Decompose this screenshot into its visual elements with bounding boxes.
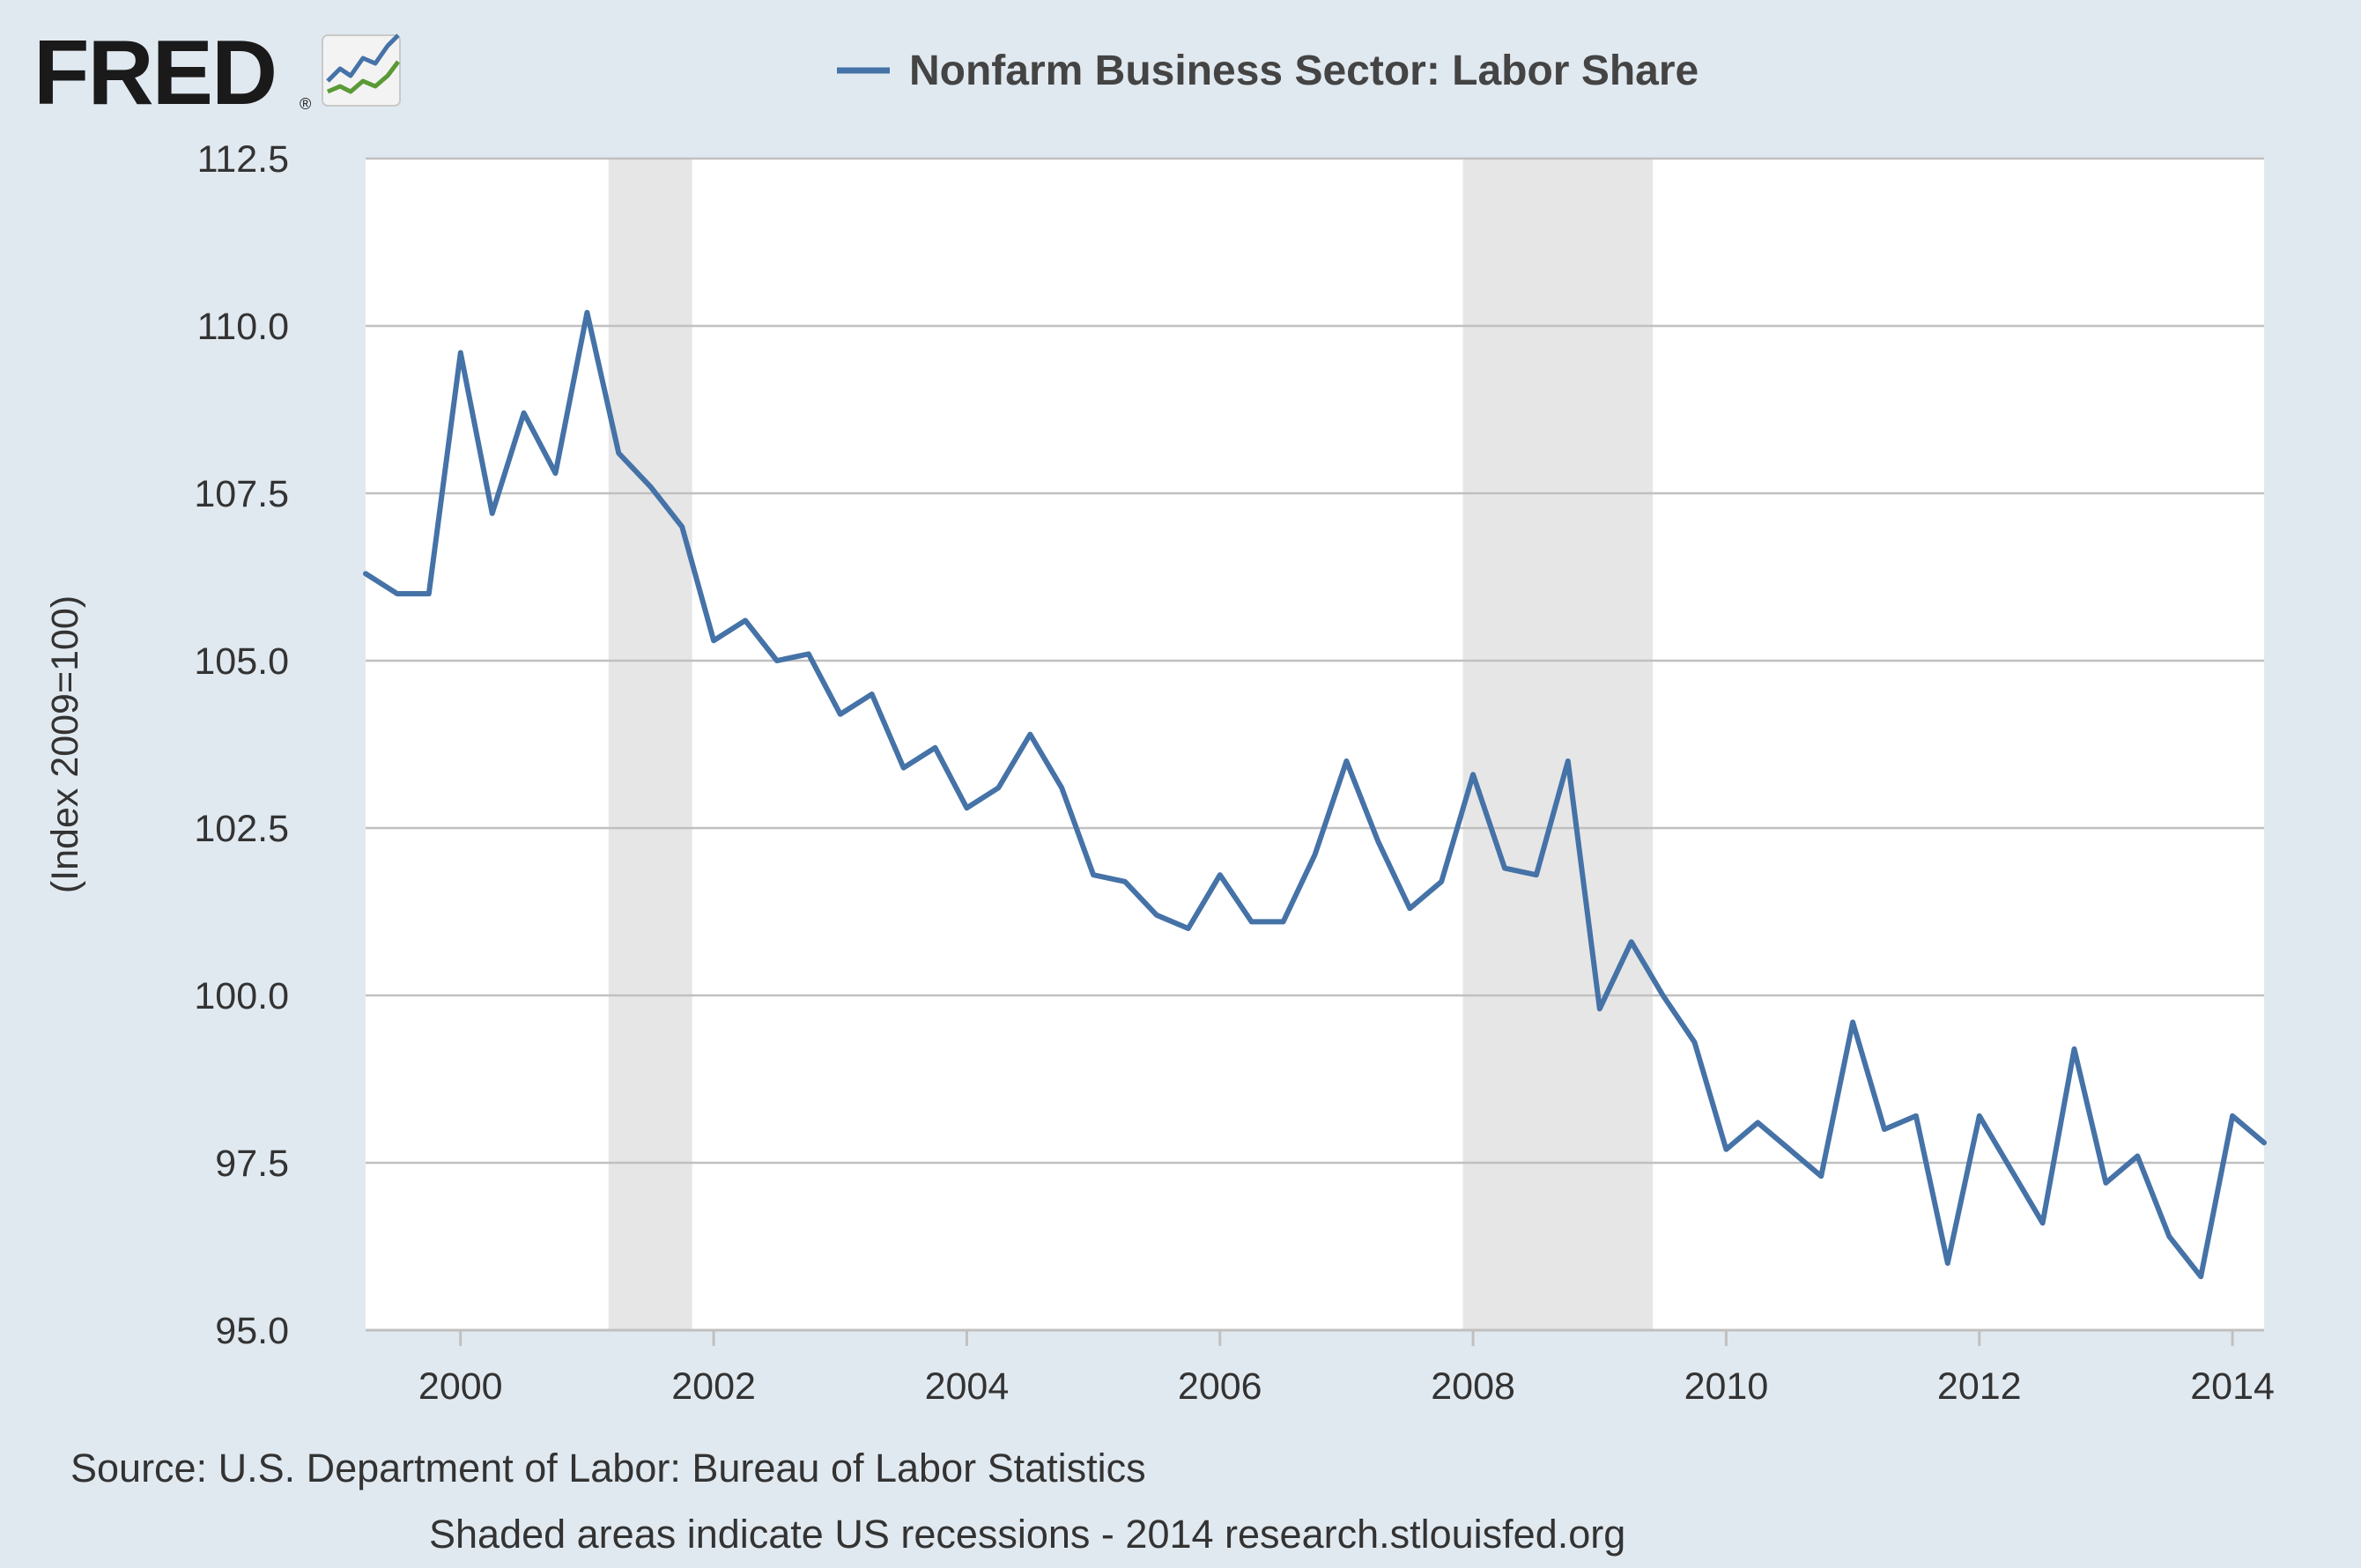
gridlines [366, 157, 2264, 1332]
data-point[interactable] [743, 618, 748, 623]
data-point[interactable] [458, 350, 463, 355]
data-point[interactable] [774, 658, 780, 663]
data-point[interactable] [1882, 1127, 1887, 1132]
data-point[interactable] [522, 410, 527, 416]
y-tick-label: 107.5 [194, 473, 289, 515]
data-point[interactable] [1565, 758, 1571, 764]
y-tick-label: 110.0 [197, 306, 289, 348]
data-point[interactable] [648, 484, 653, 489]
data-point[interactable] [1154, 913, 1159, 918]
data-point[interactable] [1186, 926, 1191, 931]
y-tick-label: 102.5 [194, 808, 289, 850]
data-point[interactable] [1059, 785, 1064, 790]
data-point[interactable] [1375, 839, 1380, 844]
data-point[interactable] [1755, 1120, 1760, 1125]
data-point[interactable] [901, 766, 907, 771]
data-point[interactable] [616, 450, 621, 455]
data-point[interactable] [1850, 1019, 1855, 1024]
recession-note[interactable]: Shaded areas indicate US recessions - 20… [429, 1512, 1625, 1557]
x-tick-label: 2002 [671, 1365, 756, 1408]
data-point[interactable] [2040, 1220, 2046, 1225]
legend-label: Nonfarm Business Sector: Labor Share [909, 48, 1699, 94]
y-axis-ticks: 95.0 97.5 100.0 102.5 105.0 107.5 110.0 112.5 [194, 138, 289, 1352]
fred-logo-text: FRED [33, 22, 276, 124]
y-tick-label: 105.0 [194, 640, 289, 683]
data-point[interactable] [2261, 1140, 2267, 1145]
data-point[interactable] [2103, 1180, 2108, 1186]
fred-logo[interactable]: FRED ® [33, 22, 401, 124]
x-tick-label: 2010 [1684, 1365, 1769, 1408]
data-point[interactable] [553, 470, 559, 476]
x-tick-label: 2004 [925, 1365, 1010, 1408]
data-point[interactable] [1818, 1173, 1824, 1179]
recession-shading [608, 159, 1654, 1330]
x-tick-label: 2014 [2190, 1365, 2275, 1408]
data-point[interactable] [995, 785, 1001, 790]
data-point[interactable] [1281, 919, 1286, 924]
recession-band-2 [1462, 159, 1654, 1330]
data-point[interactable] [395, 591, 400, 596]
data-point[interactable] [964, 805, 969, 810]
y-tick-label: 95.0 [215, 1310, 289, 1352]
data-point[interactable] [2009, 1167, 2014, 1172]
series-line-1[interactable] [363, 309, 2267, 1280]
data-point[interactable] [2166, 1234, 2172, 1239]
legend: Nonfarm Business Sector: Labor Share [837, 48, 1699, 94]
x-axis-ticks: 2000 2002 2004 2006 2008 2010 2012 2014 [418, 1330, 2275, 1408]
data-point[interactable] [426, 591, 432, 596]
data-point[interactable] [1218, 872, 1223, 877]
data-point[interactable] [1470, 772, 1476, 777]
data-point[interactable] [2230, 1113, 2235, 1119]
x-tick-label: 2012 [1937, 1365, 2022, 1408]
y-axis-label: (Index 2009=100) [44, 595, 86, 893]
data-point[interactable] [711, 638, 716, 643]
data-point[interactable] [870, 692, 875, 697]
fred-logo-chart-icon [322, 33, 401, 107]
data-point[interactable] [1313, 852, 1318, 857]
data-point[interactable] [1723, 1147, 1728, 1152]
data-point[interactable] [1692, 1039, 1698, 1045]
data-point[interactable] [1661, 993, 1666, 998]
data-point[interactable] [1091, 872, 1096, 877]
data-point[interactable] [1502, 866, 1507, 871]
y-tick-label: 112.5 [197, 138, 289, 181]
data-point[interactable] [933, 745, 938, 751]
data-point[interactable] [1534, 872, 1539, 877]
source-text: Source: U.S. Department of Labor: Bureau… [70, 1446, 1146, 1490]
fred-logo-registered: ® [300, 95, 311, 113]
recession-band-1 [608, 159, 692, 1330]
data-point[interactable] [1597, 1006, 1602, 1011]
data-point[interactable] [1343, 758, 1349, 764]
data-point[interactable] [2198, 1274, 2203, 1279]
data-point[interactable] [1439, 879, 1444, 884]
y-tick-label: 97.5 [215, 1143, 289, 1185]
series-layer [363, 309, 2267, 1280]
data-point[interactable] [1977, 1113, 1982, 1119]
x-tick-label: 2006 [1178, 1365, 1262, 1408]
data-point[interactable] [490, 511, 495, 516]
x-tick-label: 2000 [418, 1365, 503, 1408]
data-point[interactable] [1945, 1261, 1950, 1266]
data-point[interactable] [1407, 906, 1412, 911]
data-point[interactable] [1787, 1147, 1792, 1152]
data-point[interactable] [1122, 879, 1128, 884]
data-point[interactable] [584, 310, 589, 315]
data-point[interactable] [2135, 1153, 2140, 1158]
data-point[interactable] [1249, 919, 1255, 924]
data-point[interactable] [1027, 732, 1032, 737]
data-point[interactable] [679, 524, 685, 529]
data-point[interactable] [838, 712, 843, 717]
x-tick-label: 2008 [1431, 1365, 1515, 1408]
y-tick-label: 100.0 [194, 975, 289, 1017]
data-point[interactable] [806, 651, 811, 656]
data-point[interactable] [2072, 1047, 2077, 1052]
data-point[interactable] [1913, 1113, 1919, 1119]
data-point[interactable] [363, 571, 368, 576]
data-point[interactable] [1629, 939, 1634, 944]
